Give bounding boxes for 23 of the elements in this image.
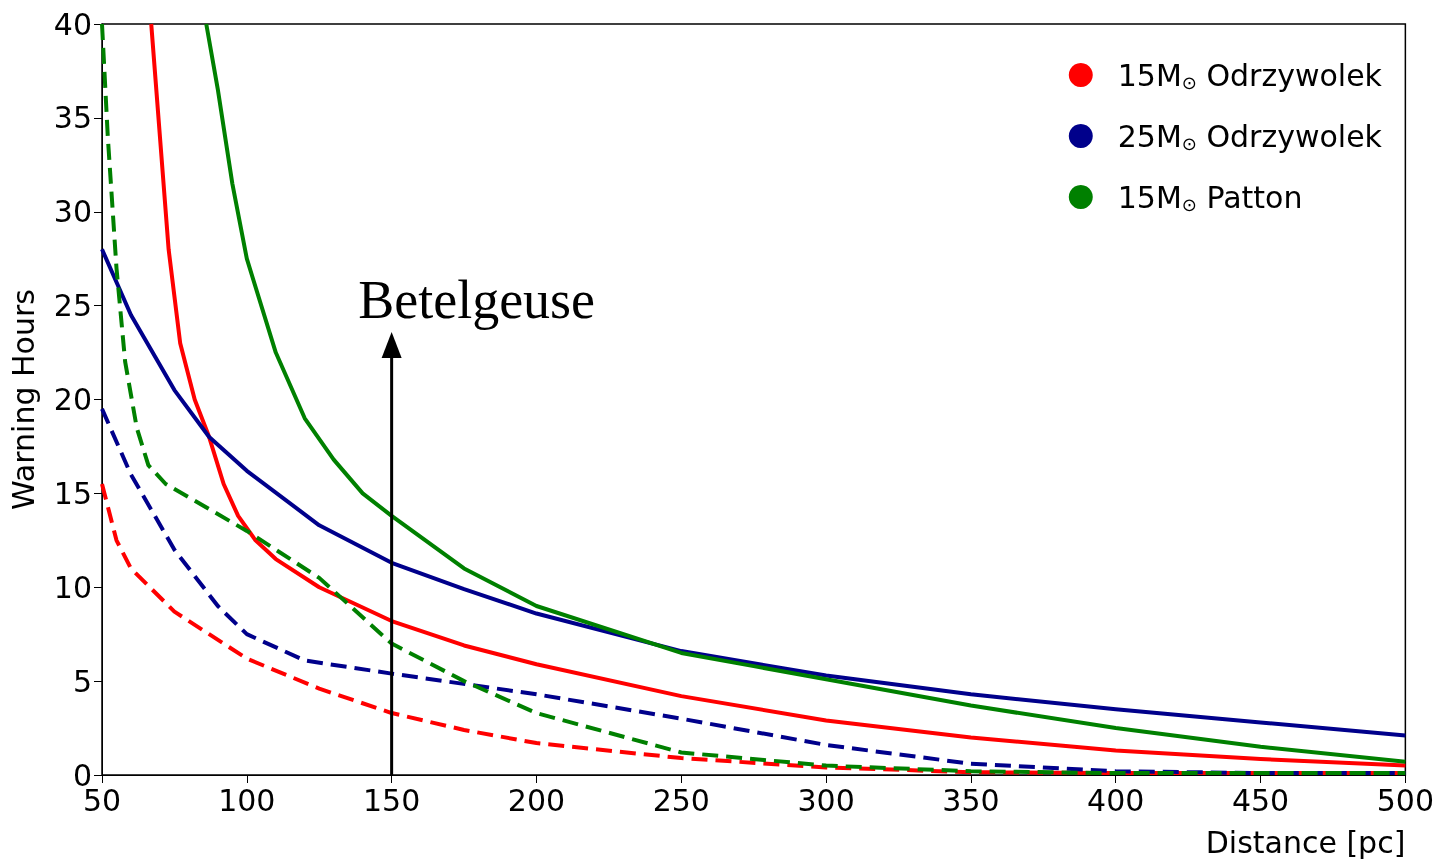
y-tick-label: 15	[53, 475, 92, 511]
x-tick-label: 450	[1231, 782, 1290, 818]
y-tick-label: 5	[72, 663, 92, 699]
y-tick-label: 20	[53, 382, 92, 417]
y-tick-label: 35	[53, 100, 92, 136]
y-tick-label: 25	[53, 288, 92, 324]
x-axis-title: Distance [pc]	[1205, 824, 1406, 860]
x-tick-label: 150	[363, 782, 421, 818]
legend-label: 15M⊙ Patton	[1117, 179, 1303, 215]
ref-line-label: Betelgeuse	[358, 269, 596, 330]
x-tick-label: 500	[1376, 782, 1434, 818]
x-tick-label: 200	[507, 782, 566, 818]
x-tick-label: 250	[652, 782, 710, 818]
y-tick-label: 10	[53, 569, 92, 605]
legend-label: 15M⊙ Odrzywolek	[1117, 57, 1383, 93]
y-axis-title: Warning Hours	[5, 289, 41, 510]
x-tick-label: 350	[942, 782, 1000, 818]
x-tick-label: 100	[218, 782, 276, 818]
x-tick-label: 400	[1087, 782, 1145, 818]
x-tick-label: 300	[797, 782, 855, 818]
legend-label: 25M⊙ Odrzywolek	[1117, 118, 1383, 154]
y-tick-label: 40	[53, 6, 92, 42]
y-tick-label: 30	[53, 194, 92, 230]
